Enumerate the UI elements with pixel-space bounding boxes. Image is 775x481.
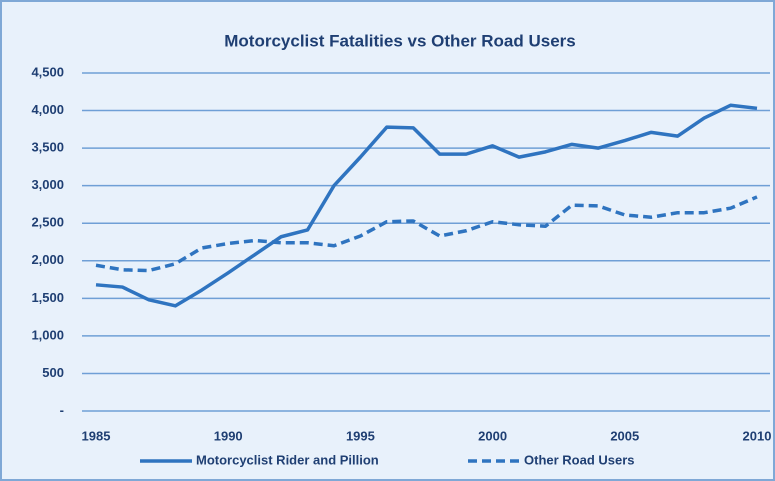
y-tick-label: 1,500 (31, 290, 64, 305)
y-tick-label: 3,000 (31, 177, 64, 192)
y-tick-label: 4,000 (31, 102, 64, 117)
y-tick-label: 3,500 (31, 140, 64, 155)
legend-label: Motorcyclist Rider and Pillion (196, 452, 379, 467)
x-tick-label: 1990 (214, 428, 243, 443)
y-tick-label: 1,000 (31, 327, 64, 342)
y-tick-label: 4,500 (31, 64, 64, 79)
chart-title: Motorcyclist Fatalities vs Other Road Us… (224, 31, 575, 50)
x-tick-label: 1985 (82, 428, 111, 443)
y-tick-label: 2,000 (31, 252, 64, 267)
x-tick-label: 2005 (610, 428, 639, 443)
y-tick-label: 500 (42, 365, 64, 380)
x-tick-label: 2010 (743, 428, 772, 443)
line-series (95, 103, 758, 308)
y-tick-label: - (60, 402, 64, 417)
y-tick-label: 2,500 (31, 215, 64, 230)
legend-label: Other Road Users (524, 452, 635, 467)
x-tick-label: 2000 (478, 428, 507, 443)
line-series (95, 195, 758, 273)
x-tick-label: 1995 (346, 428, 375, 443)
